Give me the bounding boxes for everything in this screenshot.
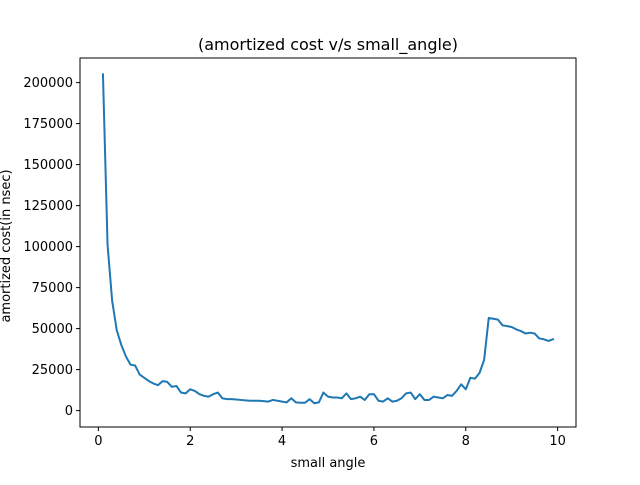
axes-frame <box>79 57 577 428</box>
y-tick-label-0: 0 <box>65 404 73 419</box>
y-tick-label-100000: 100000 <box>23 240 73 255</box>
y-tick-label-50000: 50000 <box>32 322 73 337</box>
x-tick-label-2: 2 <box>186 434 194 449</box>
plot-area: 0 2 4 6 8 10 0 25000 50000 75000 100000 125000 15000… <box>23 57 577 449</box>
y-tick-label-75000: 75000 <box>32 281 73 296</box>
y-tick-label-175000: 175000 <box>23 117 73 132</box>
y-tick-label-200000: 200000 <box>23 76 73 91</box>
x-tick-label-4: 4 <box>278 434 286 449</box>
x-tick-label-0: 0 <box>94 434 102 449</box>
x-axis-label: small angle <box>291 456 366 471</box>
x-tick-label-8: 8 <box>462 434 470 449</box>
y-tick-label-125000: 125000 <box>23 199 73 214</box>
y-tick-label-150000: 150000 <box>23 158 73 173</box>
y-axis-label: amortized cost(in nsec) <box>0 169 14 322</box>
chart-title: (amortized cost v/s small_angle) <box>198 35 458 55</box>
y-tick-label-25000: 25000 <box>32 363 73 378</box>
x-tick-label-10: 10 <box>549 434 566 449</box>
x-tick-label-6: 6 <box>370 434 378 449</box>
series-line <box>101 73 555 405</box>
